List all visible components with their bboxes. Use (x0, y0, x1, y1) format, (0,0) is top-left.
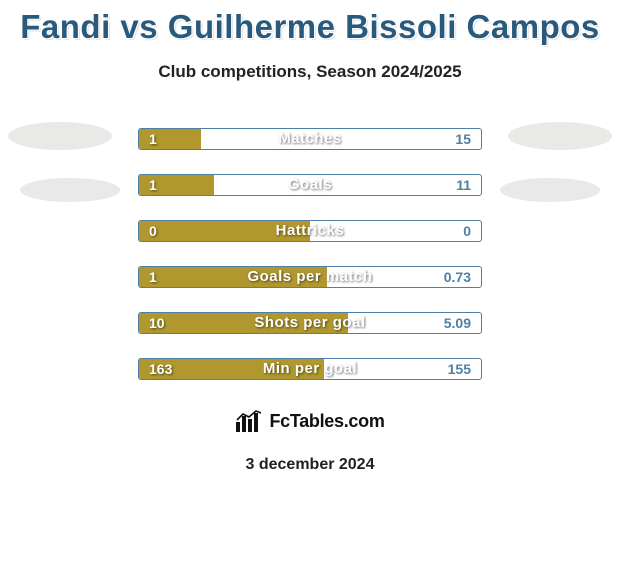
stat-label: Goals (139, 175, 481, 195)
stat-value-right: 155 (448, 359, 471, 379)
chart-icon (235, 408, 263, 434)
page-title: Fandi vs Guilherme Bissoli Campos (0, 0, 620, 46)
brand-logo: FcTables.com (205, 398, 415, 444)
brand-text: FcTables.com (269, 411, 384, 432)
stat-row: Hattricks0 0 (138, 220, 482, 242)
stat-value-right: 5.09 (444, 313, 471, 333)
stat-value-left: 1 (149, 129, 157, 149)
stat-value-right: 0 (463, 221, 471, 241)
stat-value-left: 1 (149, 267, 157, 287)
stat-value-left: 1 (149, 175, 157, 195)
stat-row: Matches1 15 (138, 128, 482, 150)
stat-label: Goals per match (139, 267, 481, 287)
stat-value-right: 11 (456, 175, 471, 195)
stat-label: Min per goal (139, 359, 481, 379)
stat-value-right: 15 (455, 129, 471, 149)
stat-row: Min per goal163 155 (138, 358, 482, 380)
stat-value-left: 10 (149, 313, 165, 333)
player-right-logo-1 (508, 122, 612, 150)
date-stamp: 3 december 2024 (0, 456, 620, 474)
stat-value-left: 0 (149, 221, 157, 241)
stat-label: Hattricks (139, 221, 481, 241)
stat-value-left: 163 (149, 359, 172, 379)
stat-label: Shots per goal (139, 313, 481, 333)
stat-rows: Matches115Goals111Hattricks00Goals per m… (138, 128, 482, 404)
stat-row: Goals111 (138, 174, 482, 196)
stat-row: Shots per goal10 5.09 (138, 312, 482, 334)
player-left-logo-1 (8, 122, 112, 150)
comparison-card: Fandi vs Guilherme Bissoli Campos Club c… (0, 0, 620, 580)
stat-row: Goals per match1 0.73 (138, 266, 482, 288)
page-subtitle: Club competitions, Season 2024/2025 (0, 62, 620, 82)
stat-value-right: 0.73 (444, 267, 471, 287)
stat-label: Matches (139, 129, 481, 149)
player-left-logo-2 (20, 178, 120, 202)
player-right-logo-2 (500, 178, 600, 202)
